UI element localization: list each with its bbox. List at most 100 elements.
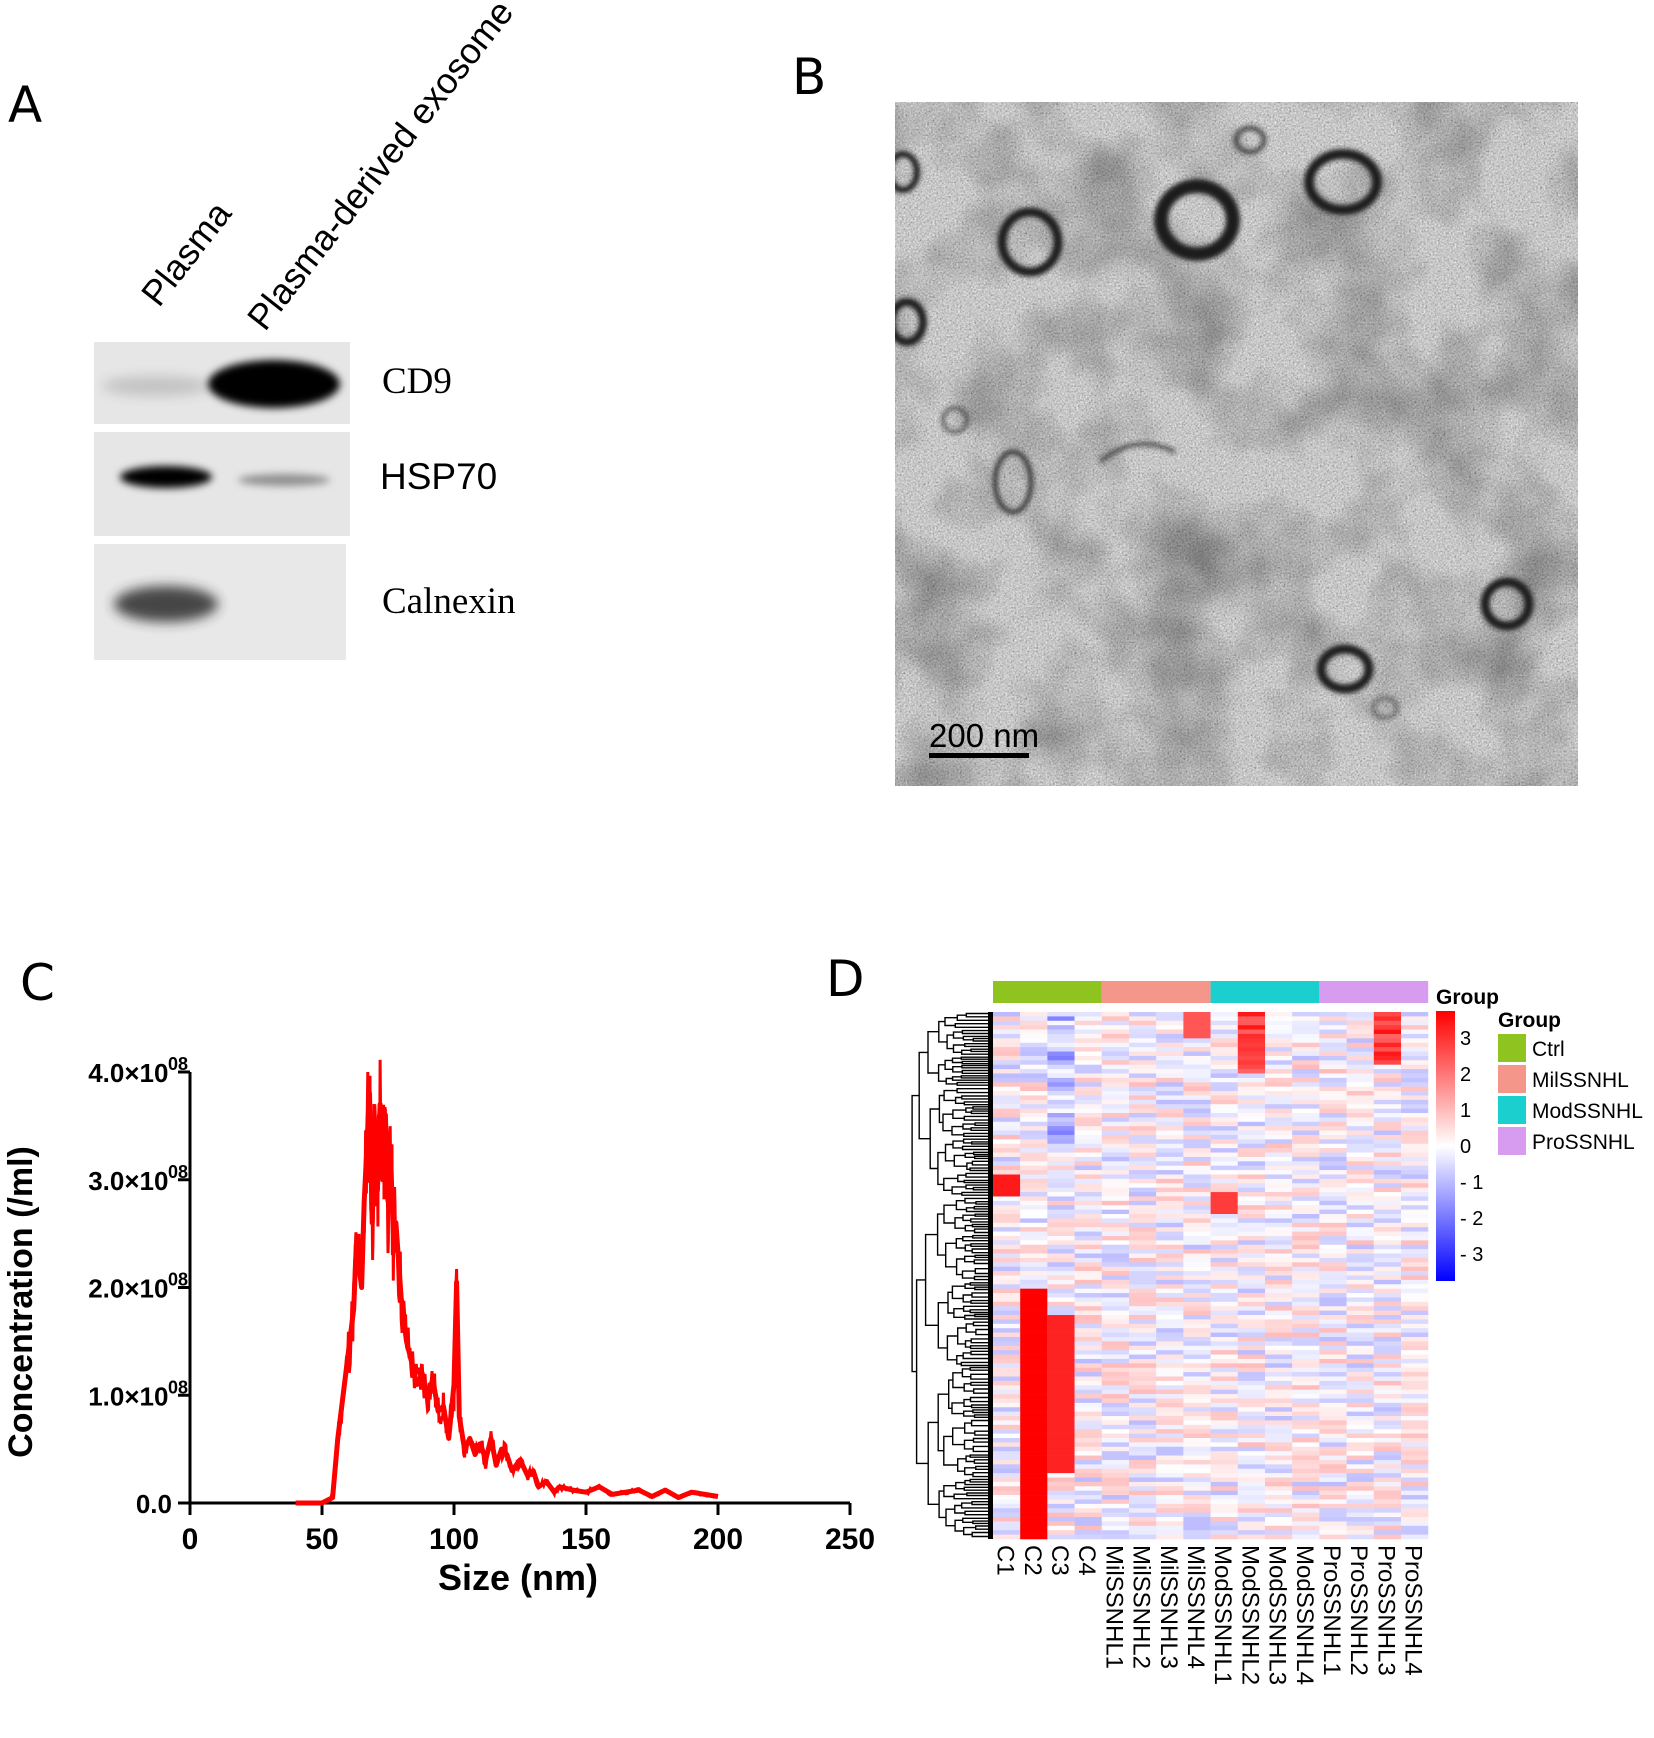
heatmap-cell: [1129, 1328, 1157, 1333]
heatmap-cell: [993, 1139, 1021, 1145]
heatmap-cell: [1020, 1394, 1048, 1399]
heatmap-cell: [1020, 1459, 1048, 1465]
heatmap-cell: [1319, 1091, 1347, 1096]
heatmap-cell: [1346, 1077, 1374, 1083]
heatmap-cell: [993, 1121, 1021, 1127]
heatmap-cell: [1183, 1284, 1211, 1289]
heatmap-cell: [1210, 1156, 1238, 1162]
heatmap-cell: [1319, 1257, 1347, 1263]
heatmap-cell: [1101, 1174, 1129, 1180]
heatmap-cell: [1101, 1257, 1129, 1263]
heatmap-cell: [1346, 1486, 1374, 1491]
heatmap-cell: [1183, 1082, 1211, 1087]
heatmap-cell: [1237, 1385, 1265, 1390]
heatmap-cell: [1047, 1332, 1075, 1338]
heatmap-cell: [1074, 1205, 1102, 1210]
heatmap-cell: [1237, 1174, 1265, 1180]
heatmap-cell: [1156, 1358, 1184, 1364]
heatmap-cell: [1346, 1192, 1374, 1197]
heatmap-cell: [1101, 1306, 1129, 1311]
heatmap-cell: [993, 1350, 1021, 1355]
heatmap-cell: [1319, 1266, 1347, 1272]
heatmap-cell: [1265, 1345, 1293, 1351]
heatmap-cell: [1373, 1486, 1401, 1491]
heatmap-cell: [1265, 1249, 1293, 1254]
heatmap-cell: [1156, 1020, 1184, 1026]
heatmap-cell: [1129, 1196, 1157, 1202]
heatmap-cell: [1020, 1455, 1048, 1461]
legend-swatch-prossnhl: [1498, 1127, 1526, 1155]
heatmap-cell: [1401, 1214, 1429, 1219]
heatmap-cell: [1156, 1459, 1184, 1465]
heatmap-cell: [1074, 1521, 1102, 1527]
heatmap-cell: [1074, 1108, 1102, 1114]
heatmap-cell: [1020, 1534, 1048, 1540]
heatmap-cell: [993, 1209, 1021, 1215]
heatmap-cell: [1047, 1293, 1075, 1298]
heatmap-cell: [1074, 1394, 1102, 1399]
heatmap-cell: [1183, 1069, 1211, 1074]
heatmap-cell: [1020, 1108, 1048, 1114]
heatmap-cell: [1237, 1372, 1265, 1377]
panel-a-letter: A: [8, 76, 43, 134]
heatmap-cell: [1156, 1437, 1184, 1443]
heatmap-cell: [1292, 1126, 1320, 1131]
heatmap-cell: [1047, 1227, 1075, 1232]
heatmap-cell: [1047, 1345, 1075, 1351]
heatmap-cell: [993, 1143, 1021, 1149]
heatmap-cell: [1074, 1477, 1102, 1483]
heatmap-cell: [1265, 1113, 1293, 1118]
heatmap-cell: [1074, 1047, 1102, 1052]
heatmap-cell: [993, 1117, 1021, 1123]
heatmap-cell: [1346, 1205, 1374, 1210]
heatmap-cell: [1183, 1240, 1211, 1246]
heatmap-cell: [1210, 1139, 1238, 1145]
heatmap-cell: [1292, 1152, 1320, 1158]
heatmap-cell: [1346, 1240, 1374, 1246]
heatmap-cell: [1129, 1407, 1157, 1412]
heatmap-cell: [1346, 1336, 1374, 1342]
heatmap-cell: [1237, 1437, 1265, 1443]
heatmap-cell: [1401, 1328, 1429, 1333]
heatmap-cell: [1292, 1091, 1320, 1096]
heatmap-cell: [1292, 1411, 1320, 1417]
heatmap-cell: [1265, 1398, 1293, 1404]
heatmap-cell: [1183, 1293, 1211, 1298]
heatmap-cell: [1373, 1363, 1401, 1369]
heatmap-cell: [1129, 1420, 1157, 1426]
heatmap-cell: [1156, 1025, 1184, 1030]
heatmap-cell: [1020, 1073, 1048, 1079]
heatmap-cell: [1020, 1060, 1048, 1065]
heatmap-cell: [1020, 1227, 1048, 1232]
group-annotation-track: [993, 981, 1429, 1003]
heatmap-cell: [1210, 1091, 1238, 1096]
heatmap-cell: [1101, 1266, 1129, 1272]
heatmap-cell: [1210, 1503, 1238, 1509]
heatmap-cell: [1237, 1073, 1265, 1079]
heatmap-cell: [1074, 1319, 1102, 1325]
heatmap-cell: [1265, 1069, 1293, 1074]
y-tick-label-exponent: 08: [168, 1270, 188, 1290]
heatmap-cell: [1183, 1108, 1211, 1114]
heatmap-cell: [1237, 1148, 1265, 1153]
heatmap-cell: [1047, 1328, 1075, 1333]
heatmap-cell: [1237, 1249, 1265, 1254]
heatmap-cell: [1373, 1192, 1401, 1197]
heatmap-cell: [1210, 1262, 1238, 1268]
heatmap-cell: [1047, 1429, 1075, 1434]
heatmap-cell: [1074, 1253, 1102, 1259]
heatmap-cell: [1319, 1389, 1347, 1395]
heatmap-cell: [1156, 1187, 1184, 1193]
heatmap-cell: [1346, 1446, 1374, 1452]
heatmap-cell: [1101, 1156, 1129, 1162]
heatmap-cell: [1292, 1196, 1320, 1202]
heatmap-cell: [1047, 1165, 1075, 1171]
heatmap-cell: [1156, 1148, 1184, 1153]
heatmap-cell: [1237, 1082, 1265, 1087]
heatmap-cell: [1401, 1332, 1429, 1338]
heatmap-cell: [1292, 1178, 1320, 1184]
heatmap-cell: [1237, 1429, 1265, 1434]
heatmap-cell: [1401, 1301, 1429, 1307]
vesicle: [1316, 644, 1374, 694]
heatmap-cell: [1183, 1020, 1211, 1026]
